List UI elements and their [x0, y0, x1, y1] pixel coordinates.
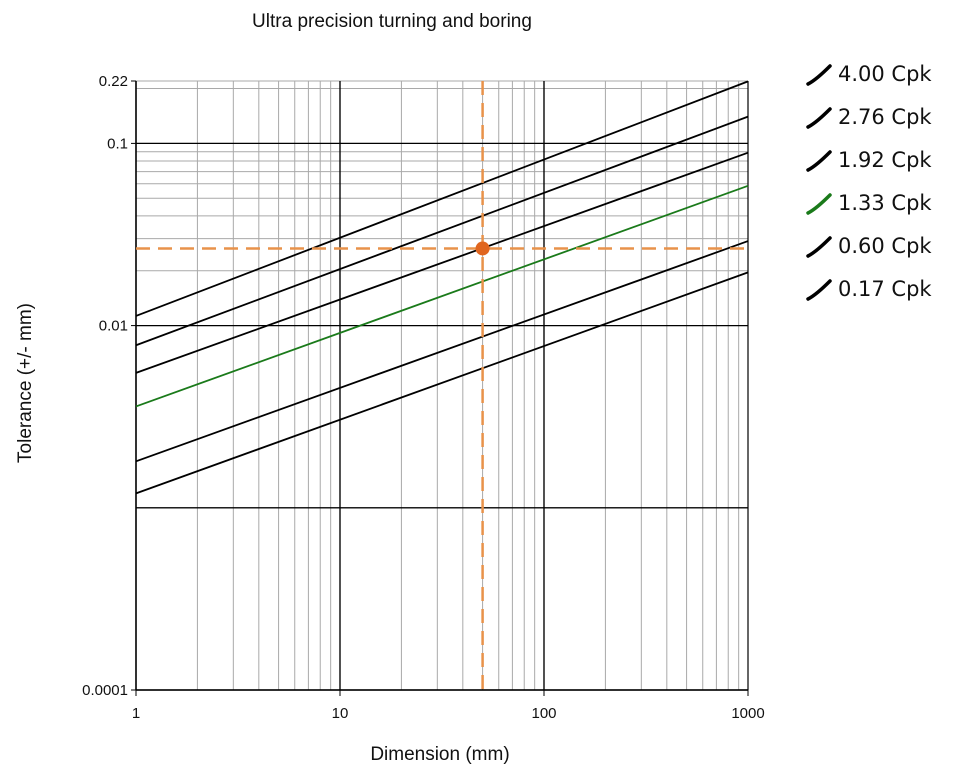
series-line-2 — [135, 151, 749, 374]
x-tick-labels: 1 10 100 1000 — [132, 690, 765, 722]
series-line-0 — [135, 80, 749, 317]
x-tick-label: 1000 — [731, 705, 764, 722]
series-line-5 — [135, 271, 749, 495]
x-tick-label: 100 — [531, 705, 556, 722]
series-line-4 — [135, 240, 749, 463]
legend-swatch — [806, 107, 832, 129]
y-tick-labels: 0.0001 0.01 0.1 0.22 — [82, 73, 136, 699]
legend-swatch — [806, 150, 832, 172]
grid-minor — [136, 80, 748, 690]
legend-item-4: 0.60 Cpk — [806, 234, 932, 258]
markers — [475, 241, 490, 256]
series-line-3 — [135, 184, 749, 408]
series-line-1 — [135, 115, 749, 347]
y-axis-label: Tolerance (+/- mm) — [15, 303, 36, 463]
legend-item-0: 4.00 Cpk — [806, 62, 932, 86]
y-tick-label: 0.22 — [99, 73, 128, 90]
legend: 4.00 Cpk 2.76 Cpk 1.92 Cpk 1.33 Cpk 0.60 Cpk… — [806, 62, 932, 301]
reference-lines — [136, 81, 748, 690]
legend-label: 1.33 Cpk — [838, 191, 932, 215]
axes — [135, 81, 748, 691]
legend-label: 0.17 Cpk — [838, 277, 932, 301]
legend-label: 4.00 Cpk — [838, 62, 932, 86]
y-tick-label: 0.1 — [107, 135, 128, 152]
grid-major — [135, 81, 749, 691]
series-lines — [135, 80, 749, 495]
y-tick-label: 0.01 — [99, 318, 128, 335]
legend-item-3: 1.33 Cpk — [806, 191, 932, 215]
legend-label: 0.60 Cpk — [838, 234, 932, 258]
legend-label: 2.76 Cpk — [838, 105, 932, 129]
x-axis-label: Dimension (mm) — [370, 744, 509, 765]
legend-item-1: 2.76 Cpk — [806, 105, 932, 129]
legend-swatch — [806, 236, 832, 258]
legend-swatch — [806, 279, 832, 301]
y-tick-label: 0.0001 — [82, 682, 128, 699]
legend-swatch — [806, 64, 832, 86]
x-tick-label: 10 — [332, 705, 349, 722]
x-tick-label: 1 — [132, 705, 140, 722]
legend-swatch — [806, 193, 832, 215]
chart-title: Ultra precision turning and boring — [252, 11, 532, 32]
legend-label: 1.92 Cpk — [838, 148, 932, 172]
legend-item-2: 1.92 Cpk — [806, 148, 932, 172]
legend-item-5: 0.17 Cpk — [806, 277, 932, 301]
data-point-marker — [475, 241, 490, 256]
